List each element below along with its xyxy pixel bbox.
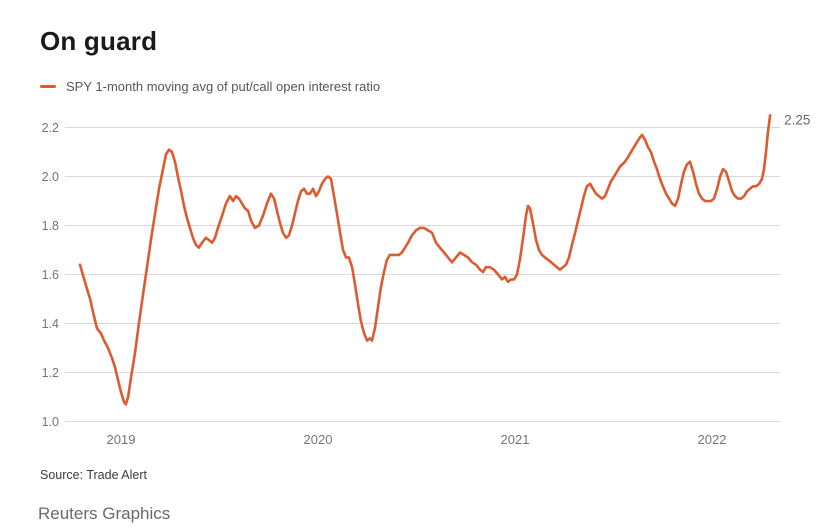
y-tick-label: 1.0 [42,415,59,429]
x-tick-label: 2019 [107,432,136,447]
x-tick-label: 2020 [304,432,333,447]
legend-series-label: SPY 1-month moving avg of put/call open … [66,79,381,94]
series-line [78,114,772,406]
legend-line-swatch [40,84,56,89]
y-tick-label: 1.6 [42,268,59,282]
y-tick-label: 1.4 [42,317,59,331]
y-tick-label: 1.8 [42,219,59,233]
x-tick-label: 2022 [698,432,727,447]
y-tick-label: 2.2 [42,121,59,135]
attribution: Reuters Graphics [38,504,171,523]
chart-title: On guard [40,26,158,56]
source-note: Source: Trade Alert [40,468,148,482]
y-tick-label: 2.0 [42,170,59,184]
legend: SPY 1-month moving avg of put/call open … [40,79,380,94]
end-value-label: 2.25 [784,112,810,127]
x-tick-label: 2021 [501,432,530,447]
y-tick-label: 1.2 [42,366,59,380]
